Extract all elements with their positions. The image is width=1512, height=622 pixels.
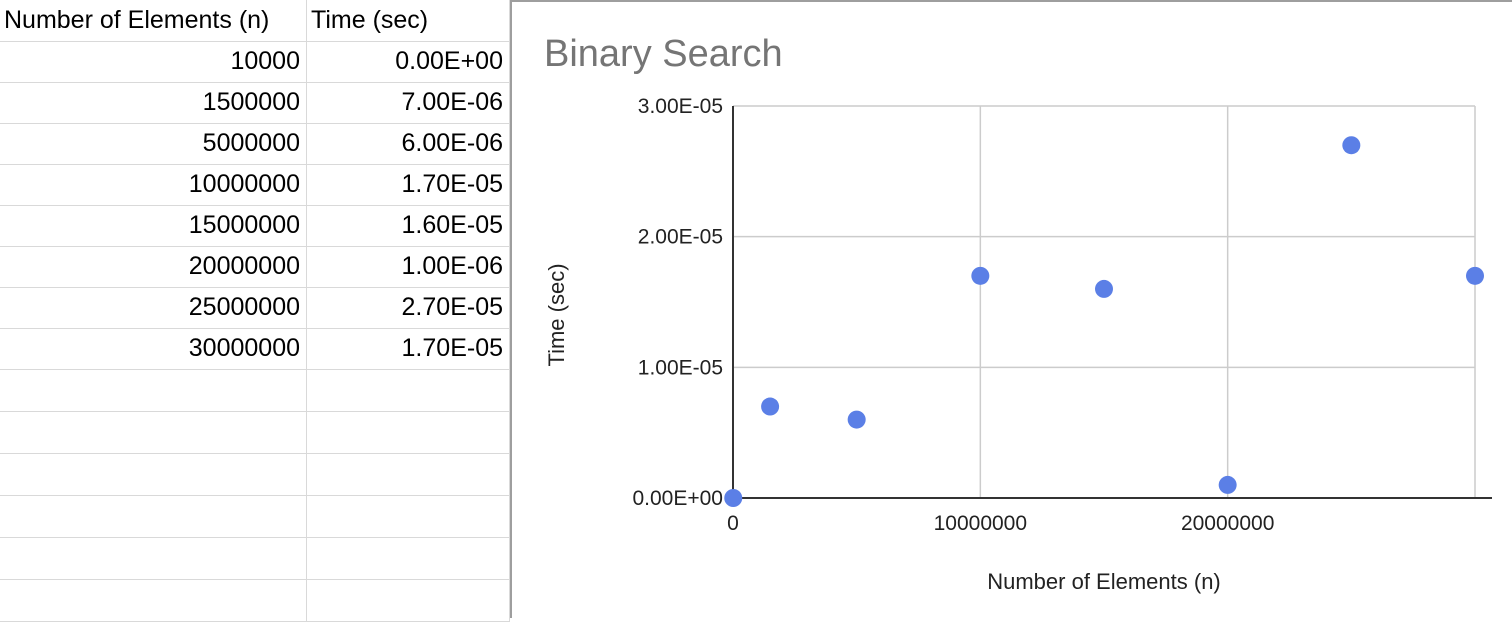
y-tick-label: 3.00E-05 [638, 95, 723, 118]
axes [732, 106, 1492, 499]
empty-row [0, 453, 510, 496]
table-row: 5000000 6.00E-06 [0, 123, 510, 165]
cell-time[interactable]: 0.00E+00 [306, 41, 510, 83]
x-tick-label: 10000000 [934, 512, 1027, 535]
empty-cell[interactable] [0, 411, 307, 454]
spreadsheet: Number of Elements (n) Time (sec) 10000 … [0, 0, 510, 622]
data-point[interactable] [761, 397, 780, 416]
empty-cell[interactable] [0, 495, 307, 538]
cell-n[interactable]: 1500000 [0, 82, 307, 124]
column-header-n[interactable]: Number of Elements (n) [0, 0, 307, 42]
empty-cell[interactable] [0, 369, 307, 412]
empty-row [0, 537, 510, 580]
table-row: 10000000 1.70E-05 [0, 164, 510, 206]
y-axis-title: Time (sec) [544, 263, 569, 366]
data-point[interactable] [1218, 475, 1237, 494]
data-point[interactable] [971, 266, 990, 285]
data-points [724, 136, 1484, 507]
x-axis-title: Number of Elements (n) [987, 569, 1221, 594]
data-point[interactable] [847, 410, 866, 429]
data-point[interactable] [1342, 136, 1361, 155]
gridlines [733, 105, 1476, 498]
table-row: 25000000 2.70E-05 [0, 287, 510, 329]
y-tick-label: 1.00E-05 [638, 356, 723, 379]
empty-cell[interactable] [306, 453, 510, 496]
data-point[interactable] [1466, 266, 1484, 285]
cell-time[interactable]: 6.00E-06 [306, 123, 510, 165]
empty-cell[interactable] [306, 579, 510, 622]
tick-labels: 0.00E+00 1.00E-05 2.00E-05 3.00E-05 0 1000000… [632, 95, 1274, 535]
table-row: 15000000 1.60E-05 [0, 205, 510, 247]
cell-n[interactable]: 10000 [0, 41, 307, 83]
empty-cell[interactable] [0, 453, 307, 496]
table-row: 20000000 1.00E-06 [0, 246, 510, 288]
column-header-time[interactable]: Time (sec) [306, 0, 510, 42]
cell-time[interactable]: 1.70E-05 [306, 164, 510, 206]
empty-cell[interactable] [306, 411, 510, 454]
data-point[interactable] [724, 489, 743, 507]
chart-title: Binary Search [544, 33, 783, 75]
y-tick-label: 2.00E-05 [638, 226, 723, 249]
chart-panel[interactable]: 0.00E+00 1.00E-05 2.00E-05 3.00E-05 0 1000000… [510, 0, 1512, 618]
cell-n[interactable]: 10000000 [0, 164, 307, 206]
empty-cell[interactable] [0, 537, 307, 580]
cell-n[interactable]: 20000000 [0, 246, 307, 288]
empty-row [0, 369, 510, 412]
cell-time[interactable]: 2.70E-05 [306, 287, 510, 329]
cell-n[interactable]: 30000000 [0, 328, 307, 370]
cell-n[interactable]: 25000000 [0, 287, 307, 329]
cell-time[interactable]: 7.00E-06 [306, 82, 510, 124]
empty-row [0, 411, 510, 454]
table-row: 30000000 1.70E-05 [0, 328, 510, 370]
cell-time[interactable]: 1.00E-06 [306, 246, 510, 288]
cell-time[interactable]: 1.70E-05 [306, 328, 510, 370]
empty-row [0, 495, 510, 538]
cell-n[interactable]: 5000000 [0, 123, 307, 165]
table-row: 1500000 7.00E-06 [0, 82, 510, 124]
scatter-chart: 0.00E+00 1.00E-05 2.00E-05 3.00E-05 0 1000000… [544, 33, 1492, 594]
empty-cell[interactable] [306, 537, 510, 580]
y-tick-label: 0.00E+00 [632, 487, 723, 510]
cell-time[interactable]: 1.60E-05 [306, 205, 510, 247]
empty-cell[interactable] [0, 579, 307, 622]
empty-row [0, 579, 510, 622]
cell-n[interactable]: 15000000 [0, 205, 307, 247]
x-tick-label: 20000000 [1181, 512, 1274, 535]
empty-cell[interactable] [306, 369, 510, 412]
x-tick-label: 0 [727, 512, 739, 535]
header-row: Number of Elements (n) Time (sec) [0, 0, 510, 42]
table-row: 10000 0.00E+00 [0, 41, 510, 83]
data-point[interactable] [1095, 279, 1113, 298]
empty-cell[interactable] [306, 495, 510, 538]
